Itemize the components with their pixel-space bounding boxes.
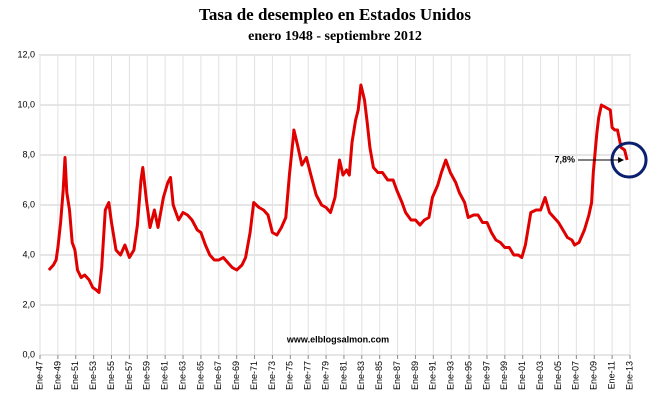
x-tick-label: Ene-69 (231, 361, 241, 390)
x-tick-label: Ene-11 (606, 361, 616, 389)
chart-subtitle: enero 1948 - septiembre 2012 (248, 29, 422, 44)
x-tick-label: Ene-77 (303, 361, 313, 390)
x-tick-label: Ene-79 (320, 361, 330, 390)
x-tick-label: Ene-95 (463, 361, 473, 390)
x-tick-label: Ene-93 (446, 361, 456, 390)
y-tick-label: 12,0 (17, 49, 35, 59)
x-tick-label: Ene-71 (249, 361, 259, 390)
x-tick-label: Ene-59 (142, 361, 152, 390)
y-tick-label: 6,0 (22, 199, 35, 209)
x-tick-label: Ene-81 (338, 361, 348, 390)
x-tick-label: Ene-99 (499, 361, 509, 390)
x-tick-label: Ene-73 (267, 361, 277, 390)
y-tick-label: 2,0 (22, 299, 35, 309)
x-tick-label: Ene-07 (571, 361, 581, 390)
x-tick-label: Ene-49 (52, 361, 62, 390)
x-tick-label: Ene-57 (124, 361, 134, 390)
x-tick-label: Ene-91 (428, 361, 438, 390)
x-tick-label: Ene-01 (517, 361, 527, 390)
x-tick-label: Ene-55 (106, 361, 116, 390)
x-tick-label: Ene-51 (70, 361, 80, 390)
data-line (47, 83, 629, 294)
chart-title: Tasa de desempleo en Estados Unidos (199, 5, 471, 24)
x-tick-label: Ene-87 (392, 361, 402, 390)
y-tick-label: 0,0 (22, 349, 35, 359)
y-tick-label: 10,0 (17, 99, 35, 109)
source: www.elblogsalmon.com (286, 334, 389, 344)
x-tick-label: Ene-97 (481, 361, 491, 390)
x-tick-label: Ene-47 (34, 361, 44, 390)
arrow-head (618, 157, 625, 163)
x-tick-label: Ene-85 (374, 361, 384, 390)
x-tick-label: Ene-61 (160, 361, 170, 390)
y-tick-label: 8,0 (22, 149, 35, 159)
x-tick-label: Ene-89 (410, 361, 420, 390)
y-tick-label: 4,0 (22, 249, 35, 259)
x-tick-label: Ene-65 (195, 361, 205, 390)
x-tick-label: Ene-53 (88, 361, 98, 390)
x-tick-label: Ene-83 (356, 361, 366, 390)
x-tick-label: Ene-05 (553, 361, 563, 390)
x-tick-label: Ene-67 (213, 361, 223, 390)
x-tick-label: Ene-63 (177, 361, 187, 390)
x-tick-label: Ene-13 (624, 361, 634, 390)
x-tick-label: Ene-03 (535, 361, 545, 390)
annotation: 7,8% (554, 154, 575, 164)
x-tick-label: Ene-75 (285, 361, 295, 390)
x-tick-label: Ene-09 (589, 361, 599, 390)
